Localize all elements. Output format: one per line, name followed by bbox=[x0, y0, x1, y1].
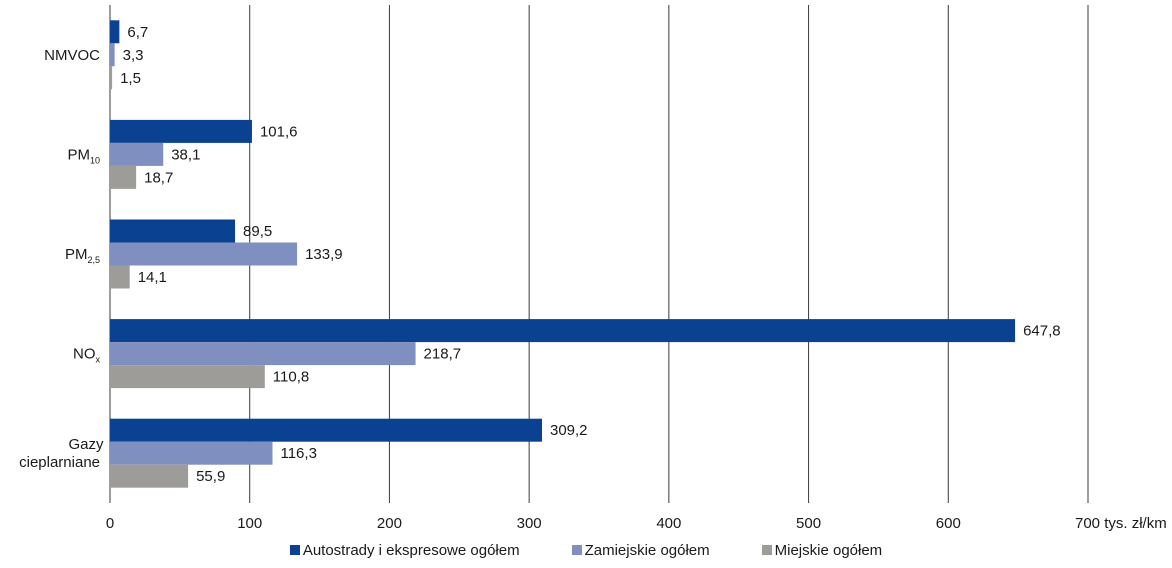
bar bbox=[110, 119, 252, 143]
bar bbox=[110, 418, 542, 442]
bar bbox=[110, 242, 298, 266]
x-tick-label: 500 bbox=[796, 515, 821, 532]
data-label: 89,5 bbox=[243, 223, 272, 240]
data-label: 6,7 bbox=[127, 24, 148, 41]
legend-item: Miejskie ogółem bbox=[761, 541, 883, 559]
bar bbox=[110, 20, 120, 44]
data-label: 218,7 bbox=[424, 346, 462, 363]
bar bbox=[110, 365, 265, 389]
category-label: PM10 bbox=[67, 146, 100, 165]
x-tick-label: 600 bbox=[936, 515, 961, 532]
legend-swatch bbox=[571, 545, 582, 555]
data-label: 101,6 bbox=[260, 123, 298, 140]
x-tick-label: 0 bbox=[106, 515, 114, 532]
data-label: 133,9 bbox=[305, 246, 343, 263]
data-label: 1,5 bbox=[120, 70, 141, 87]
legend-label: Miejskie ogółem bbox=[774, 541, 883, 559]
data-label: 116,3 bbox=[280, 445, 316, 462]
bar bbox=[110, 342, 416, 366]
data-label: 18,7 bbox=[144, 169, 173, 186]
data-label: 55,9 bbox=[196, 468, 225, 485]
bar bbox=[110, 43, 115, 67]
category-label: NOx bbox=[73, 346, 101, 365]
x-tick-label: 700 tys. zł/km bbox=[1075, 515, 1167, 532]
data-label: 110,8 bbox=[273, 369, 309, 386]
legend-item: Autostrady i ekspresowe ogółem bbox=[289, 541, 520, 559]
data-label: 3,3 bbox=[123, 47, 144, 64]
data-label: 647,8 bbox=[1023, 323, 1061, 340]
bar bbox=[110, 142, 164, 166]
legend-swatch bbox=[289, 545, 300, 555]
bar bbox=[110, 441, 273, 465]
x-tick-label: 200 bbox=[377, 515, 402, 532]
bar bbox=[110, 165, 137, 189]
data-label: 309,2 bbox=[550, 422, 588, 439]
legend-label: Zamiejskie ogółem bbox=[584, 541, 710, 559]
legend-label: Autostrady i ekspresowe ogółem bbox=[302, 541, 520, 559]
legend-swatch bbox=[761, 545, 772, 555]
category-label: PM2,5 bbox=[65, 246, 100, 265]
legend-item: Zamiejskie ogółem bbox=[571, 541, 710, 559]
x-tick-label: 400 bbox=[656, 515, 681, 532]
data-label: 14,1 bbox=[138, 269, 167, 286]
data-label: 38,1 bbox=[171, 146, 200, 163]
chart-legend: Autostrady i ekspresowe ogółem Zamiejskie… bbox=[0, 537, 1172, 563]
x-tick-label: 300 bbox=[517, 515, 542, 532]
category-label: NMVOC bbox=[44, 47, 100, 64]
bar bbox=[110, 464, 189, 488]
x-tick-label: 100 bbox=[237, 515, 262, 532]
bar bbox=[110, 66, 113, 90]
bar bbox=[110, 319, 1016, 343]
bar bbox=[110, 219, 236, 243]
bar bbox=[110, 265, 130, 289]
category-label: Gazy cieplarniane bbox=[19, 436, 104, 471]
bar-chart: 0 100 200 300 400 500 600 700 tys. zł/km 6,7 3,3 1… bbox=[19, 5, 1167, 532]
